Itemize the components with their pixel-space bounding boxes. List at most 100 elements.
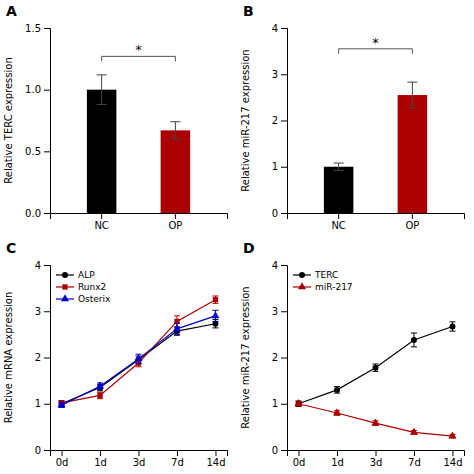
x-axis: 0d 1d 3d 7d 14d [288,450,465,468]
tick-mark [412,213,413,219]
plot: 01234NCOP*Relative miR-217 expression [240,23,465,231]
tick-mark [44,90,50,91]
bar [161,130,191,213]
line [299,404,453,436]
tick: 3d [133,450,146,468]
tick-label: 2 [272,352,278,363]
bar [324,167,354,213]
y-axis-title: Relative mRNA expression [3,292,14,424]
figure: 0.00.51.01.5NCOP*Relative TERC expressio… [0,0,474,474]
bar [398,95,428,213]
legend-label: Osterix [78,294,111,304]
tick-mark [452,450,453,456]
legend-marker [298,282,306,289]
marker [58,400,66,407]
legend-item: Runx2 [56,282,106,292]
tick-mark [62,450,63,456]
legend: ALP Runx2 Osterix [56,270,111,304]
tick: OP [405,213,419,231]
axis-line [44,29,51,214]
marker [448,431,456,438]
marks [58,296,220,407]
x-axis: NC OP [51,213,228,231]
marker [449,324,455,330]
marker [410,428,418,435]
tick: 4 [272,23,287,34]
tick-label: 4 [272,23,278,34]
legend-marker [299,272,305,278]
plot: 012340d1d3d7d14dALPRunx2OsterixRelative … [3,260,228,468]
legend-label: miR-217 [315,282,353,292]
tick-label: 1 [272,398,278,409]
y-axis-title: Relative miR-217 expression [240,286,251,428]
tick: 1 [272,161,287,172]
marker [97,393,102,398]
axis-line [281,29,288,214]
tick-label: 0.0 [25,208,41,219]
tick-label: 4 [35,260,41,271]
tick-label: NC [94,220,108,231]
error-bar [334,163,344,170]
panel-label: A [6,3,17,19]
tick-label: 1d [94,457,107,468]
tick-mark [281,311,287,312]
tick: 1 [272,398,287,409]
error-bar [212,296,218,303]
line [299,327,453,404]
tick-label: 3 [272,69,278,80]
tick-label: 0 [272,208,278,219]
tick: 14d [443,450,462,468]
panel: 01234NCOP*Relative miR-217 expressionB [240,3,465,231]
marker [371,419,379,426]
axis-line [44,266,51,451]
tick: 1d [331,450,344,468]
tick-label: 3d [370,457,383,468]
tick: 1 [35,398,50,409]
line [62,300,216,403]
tick-mark [281,121,287,122]
legend-label: Runx2 [78,282,106,292]
panel-label: C [6,240,16,256]
marker [295,399,303,406]
tick: OP [168,213,182,231]
tick: 0d [56,450,69,468]
tick-label: 2 [35,352,41,363]
annotation: * [135,42,142,57]
x-axis: NC OP [288,213,465,231]
legend-marker [62,272,68,278]
tick: 3 [272,69,287,80]
tick-label: 1.0 [25,84,41,95]
tick-label: NC [331,220,345,231]
tick: 3d [370,450,383,468]
tick-mark [175,213,176,219]
tick-label: 14d [206,457,225,468]
tick: 0d [293,450,306,468]
marker [334,387,340,393]
tick: 7d [408,450,421,468]
marks [295,322,457,439]
tick-mark [139,450,140,456]
tick-mark [376,450,377,456]
marker [211,311,219,318]
plot: 012340d1d3d7d14dTERCmiR-217Relative miR-… [240,260,465,468]
error-bar [334,387,340,393]
legend-label: ALP [78,270,95,280]
error-bar [170,122,180,139]
tick: 2 [35,352,50,363]
panel: 012340d1d3d7d14dALPRunx2OsterixRelative … [3,240,228,468]
tick-mark [44,28,50,29]
tick-label: 7d [408,457,421,468]
tick-label: 0d [293,457,306,468]
tick-label: 1.5 [25,23,41,34]
annotation: * [372,35,379,50]
tick-label: 0d [56,457,69,468]
tick-mark [215,450,216,456]
error-bar [411,333,417,347]
tick-label: 3 [35,306,41,317]
tick-mark [44,151,50,152]
tick: 4 [35,260,50,271]
tick-label: 3 [272,306,278,317]
tick: 2 [272,115,287,126]
marker [411,337,417,343]
tick-label: OP [168,220,182,231]
